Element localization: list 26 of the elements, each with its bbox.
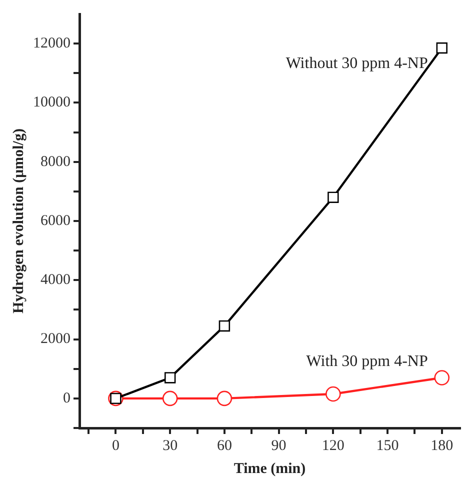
y-tick-label: 0 xyxy=(63,390,70,406)
y-tick-label: 6000 xyxy=(40,212,70,229)
point xyxy=(436,42,448,54)
x-tick-label: 90 xyxy=(271,438,286,454)
x-tick-label: 120 xyxy=(322,438,344,454)
point xyxy=(326,386,341,402)
y-tick-label: 2000 xyxy=(40,331,70,348)
x-axis-title: Time (min) xyxy=(234,460,306,477)
y-tick-label: 12000 xyxy=(33,36,70,52)
point xyxy=(434,370,450,386)
point xyxy=(218,320,230,332)
x-tick-label: 30 xyxy=(162,438,178,454)
series-label: With 30 ppm 4-NP xyxy=(306,352,428,370)
point xyxy=(164,372,176,384)
y-axis-title: Hydrogen evolution (μmol/g) xyxy=(10,128,27,314)
point xyxy=(162,390,178,406)
point xyxy=(328,192,339,203)
y-tick-label: 8000 xyxy=(40,154,70,170)
x-tick-label: 150 xyxy=(376,438,399,454)
point xyxy=(216,390,232,406)
y-tick-label: 10000 xyxy=(33,94,70,111)
series-label: Without 30 ppm 4-NP xyxy=(286,55,428,72)
x-tick-label: 180 xyxy=(430,438,454,454)
x-tick-label: 0 xyxy=(112,438,120,454)
x-tick-label: 60 xyxy=(216,438,232,454)
y-tick-label: 4000 xyxy=(40,272,70,288)
